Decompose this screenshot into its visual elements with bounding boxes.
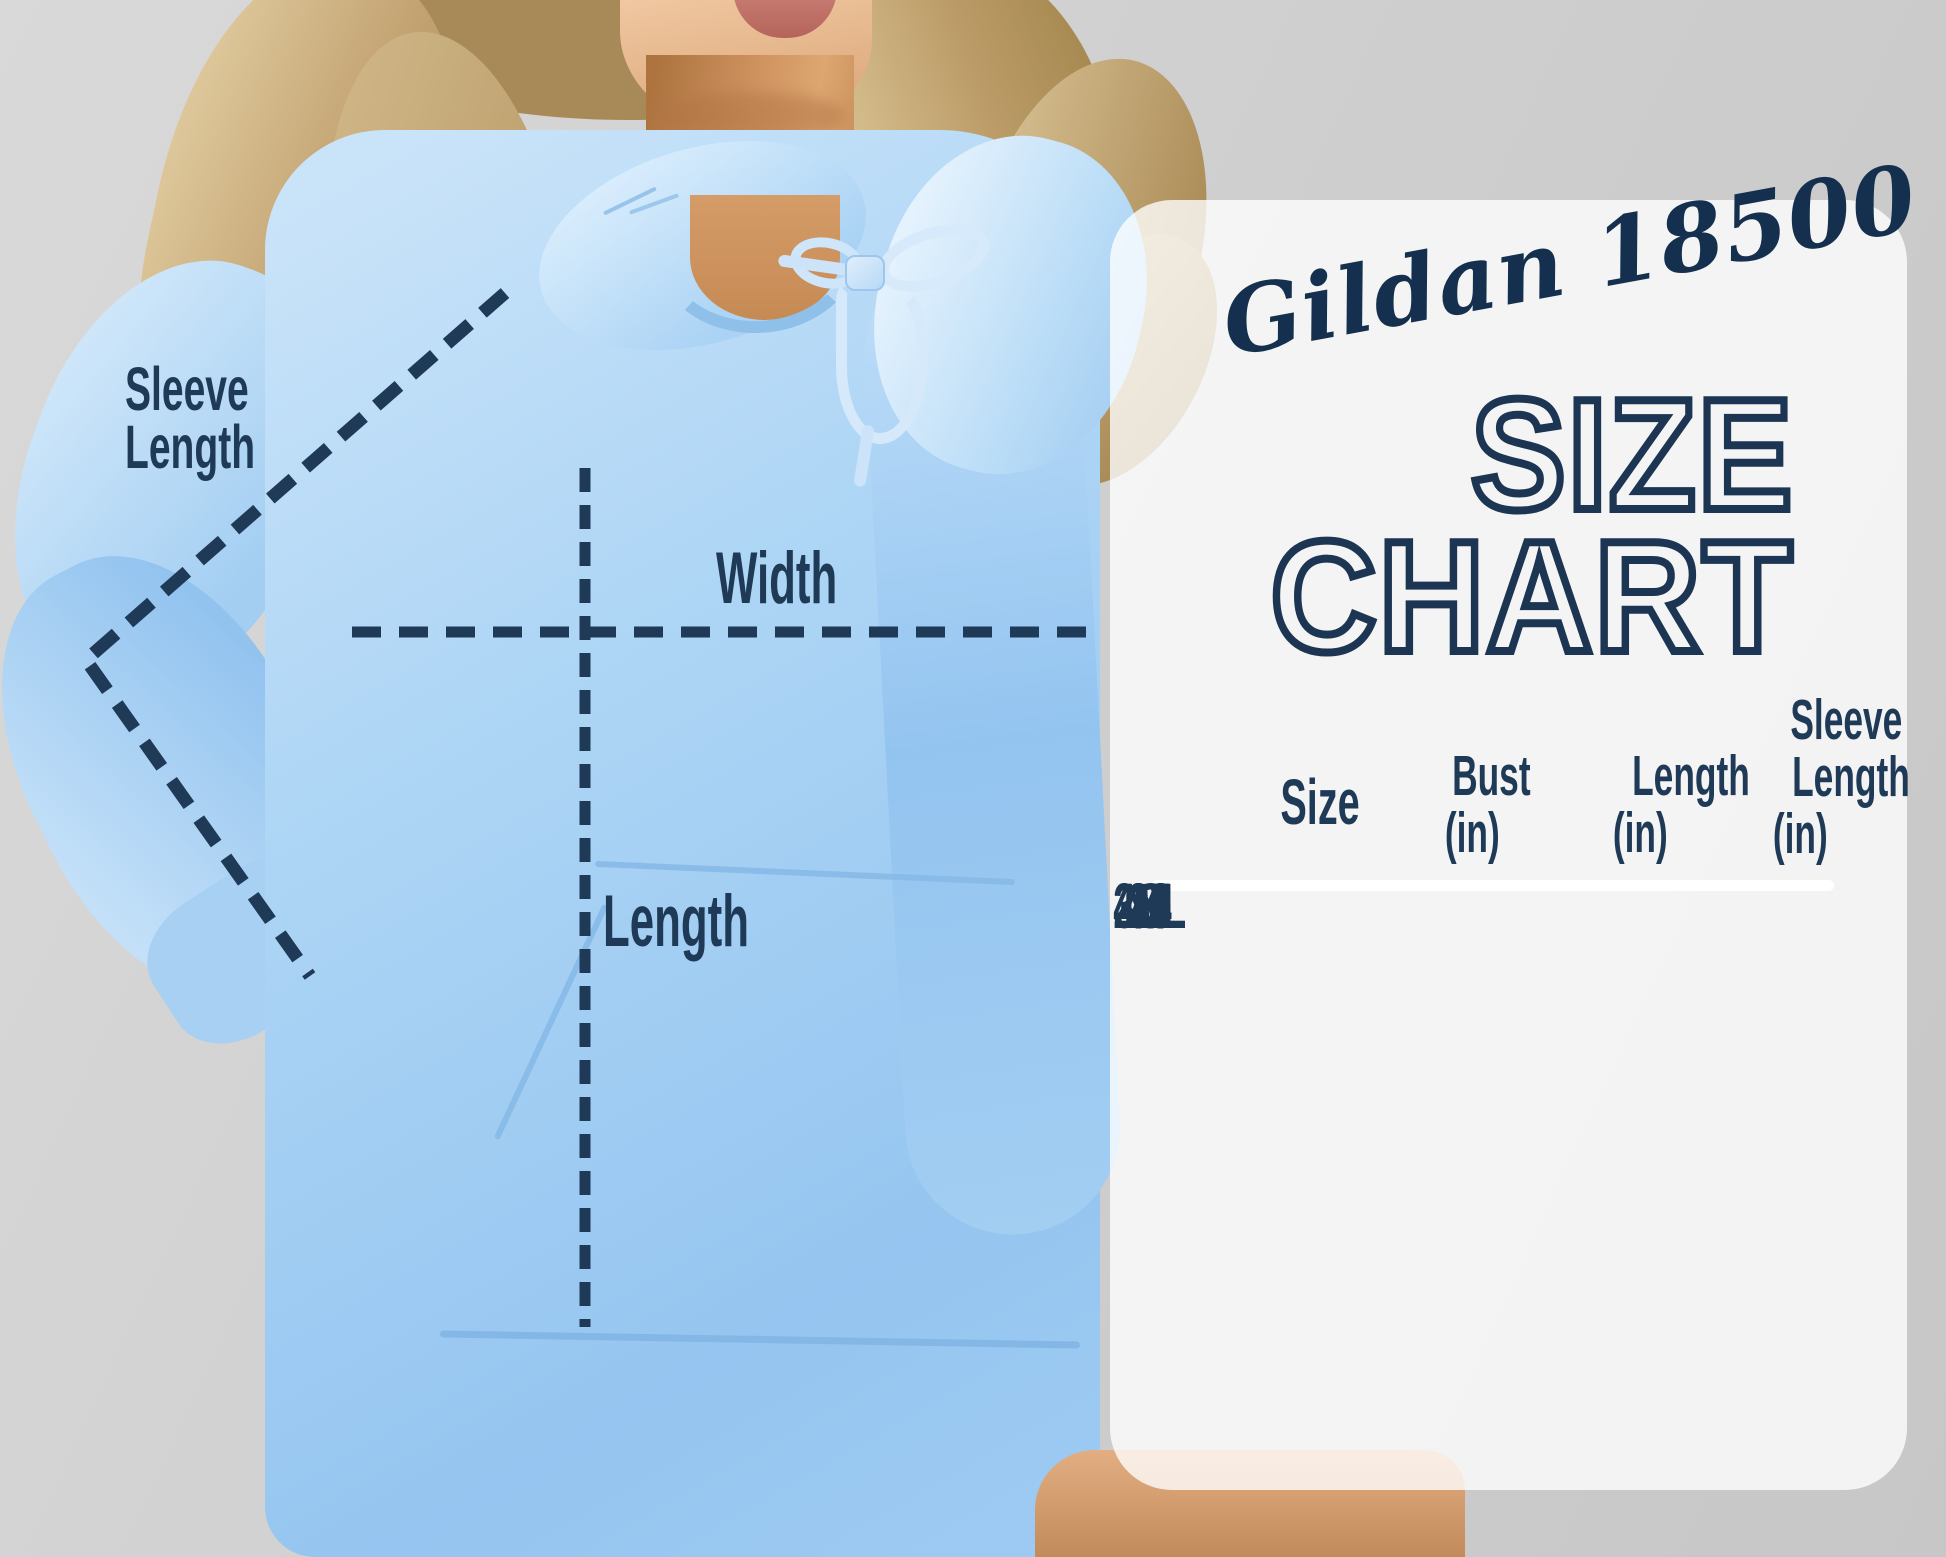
size-chart-content: Gildan 18500 SIZE CHART Size Bust (in) L… [1113, 143, 1926, 942]
drawstring-knot [845, 255, 885, 291]
neckline-skin [690, 195, 840, 320]
table-divider [1152, 880, 1834, 891]
sleeve-length-label-line1: Sleeve [125, 355, 249, 423]
size-chart-panel [1110, 200, 1907, 1490]
sleeve-length-label-line2: Length [125, 413, 256, 481]
drawstring-hanging-loop [836, 282, 928, 444]
size-chart-title-word1: SIZE [1467, 367, 1796, 543]
sleeve-length-line [77, 288, 510, 980]
size-chart-title-word2: CHART [1267, 509, 1796, 685]
